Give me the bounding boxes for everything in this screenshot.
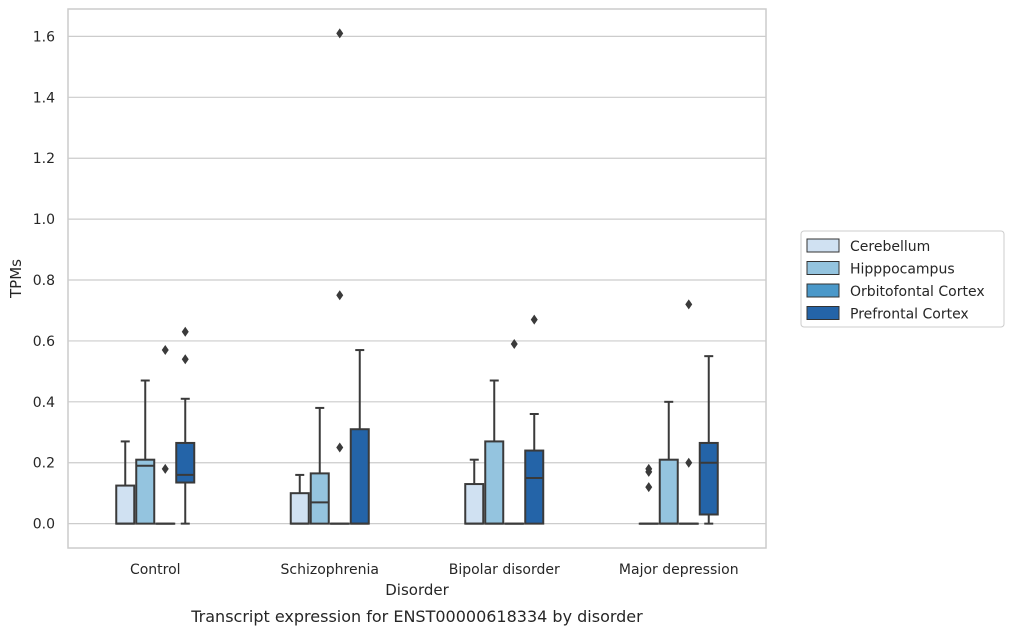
y-tick-label: 0.8 (33, 273, 55, 289)
grid-lines (68, 35, 766, 525)
box-orbitofontal-cortex (155, 345, 176, 525)
x-tick-label: Major depression (619, 562, 739, 578)
box-orbitofontal-cortex (329, 28, 350, 525)
y-tick-label: 1.0 (33, 212, 55, 228)
y-axis-ticks: 0.0 0.2 0.4 0.6 0.8 1.0 1.2 1.4 1.6 (33, 29, 55, 532)
outlier-point (685, 299, 693, 310)
box-body (698, 441, 719, 516)
y-tick-label: 0.2 (33, 456, 55, 472)
box-prefrontal-cortex (698, 355, 719, 525)
box-body (175, 441, 196, 484)
x-tick-label: Bipolar disorder (449, 562, 560, 578)
box-cerebellum (464, 458, 485, 525)
outlier-point (161, 345, 169, 356)
outlier-point (181, 326, 189, 337)
outlier-point (336, 442, 344, 453)
legend-frame (800, 230, 1005, 328)
y-tick-label: 1.6 (33, 29, 55, 45)
box-prefrontal-cortex (524, 314, 545, 525)
outlier-point (645, 482, 653, 493)
box-body (289, 492, 310, 525)
outlier-point (645, 463, 653, 474)
y-tick-label: 1.4 (33, 90, 55, 106)
box-body (524, 449, 545, 525)
y-axis-label: TPMs (7, 259, 25, 299)
box-prefrontal-cortex (349, 349, 370, 525)
outlier-point (161, 463, 169, 474)
outlier-point (530, 314, 538, 325)
box-body (115, 484, 136, 525)
box-hipppocampus (135, 379, 156, 525)
y-tick-label: 0.6 (33, 334, 55, 350)
box-prefrontal-cortex (175, 326, 196, 525)
box-hipppocampus (484, 379, 505, 525)
box-body (658, 458, 679, 525)
box-hipppocampus (658, 400, 679, 525)
legend: Cerebellum Hipppocampus Orbitofontal Corte… (800, 230, 1005, 328)
plot-frame (67, 8, 767, 549)
box-cerebellum (638, 463, 659, 525)
x-tick-label: Schizophrenia (281, 562, 379, 578)
x-tick-label: Control (130, 562, 181, 578)
legend-swatch (806, 306, 840, 320)
legend-entry: Hipppocampus (850, 262, 955, 278)
box-cerebellum (115, 440, 136, 525)
legend-swatch (806, 238, 840, 253)
outlier-point (181, 354, 189, 365)
legend-swatch (806, 261, 840, 275)
box-body (349, 428, 370, 525)
legend-entry: Prefrontal Cortex (850, 307, 969, 323)
x-axis-label: Disorder (385, 581, 449, 599)
outlier-point (685, 457, 693, 468)
legend-entry: Cerebellum (850, 239, 930, 255)
box-body (484, 440, 505, 525)
y-tick-label: 0.0 (33, 517, 55, 533)
outlier-point (336, 28, 344, 39)
y-tick-label: 1.2 (33, 151, 55, 167)
outlier-point (510, 338, 518, 349)
box-body (464, 483, 485, 525)
figure-caption: Transcript expression for ENST0000061833… (190, 607, 643, 626)
box-layer (115, 28, 719, 525)
y-tick-label: 0.4 (33, 395, 55, 411)
box-cerebellum (289, 473, 310, 525)
box-body (309, 472, 330, 525)
box-hipppocampus (309, 406, 330, 525)
legend-entry: Orbitofontal Cortex (850, 284, 985, 300)
box-orbitofontal-cortex (678, 299, 699, 525)
box-body (135, 458, 156, 525)
legend-swatch (806, 283, 840, 298)
outlier-point (336, 290, 344, 301)
x-axis-ticks: Control Schizophrenia Bipolar disorder Majo… (130, 562, 739, 578)
box-orbitofontal-cortex (504, 338, 525, 525)
